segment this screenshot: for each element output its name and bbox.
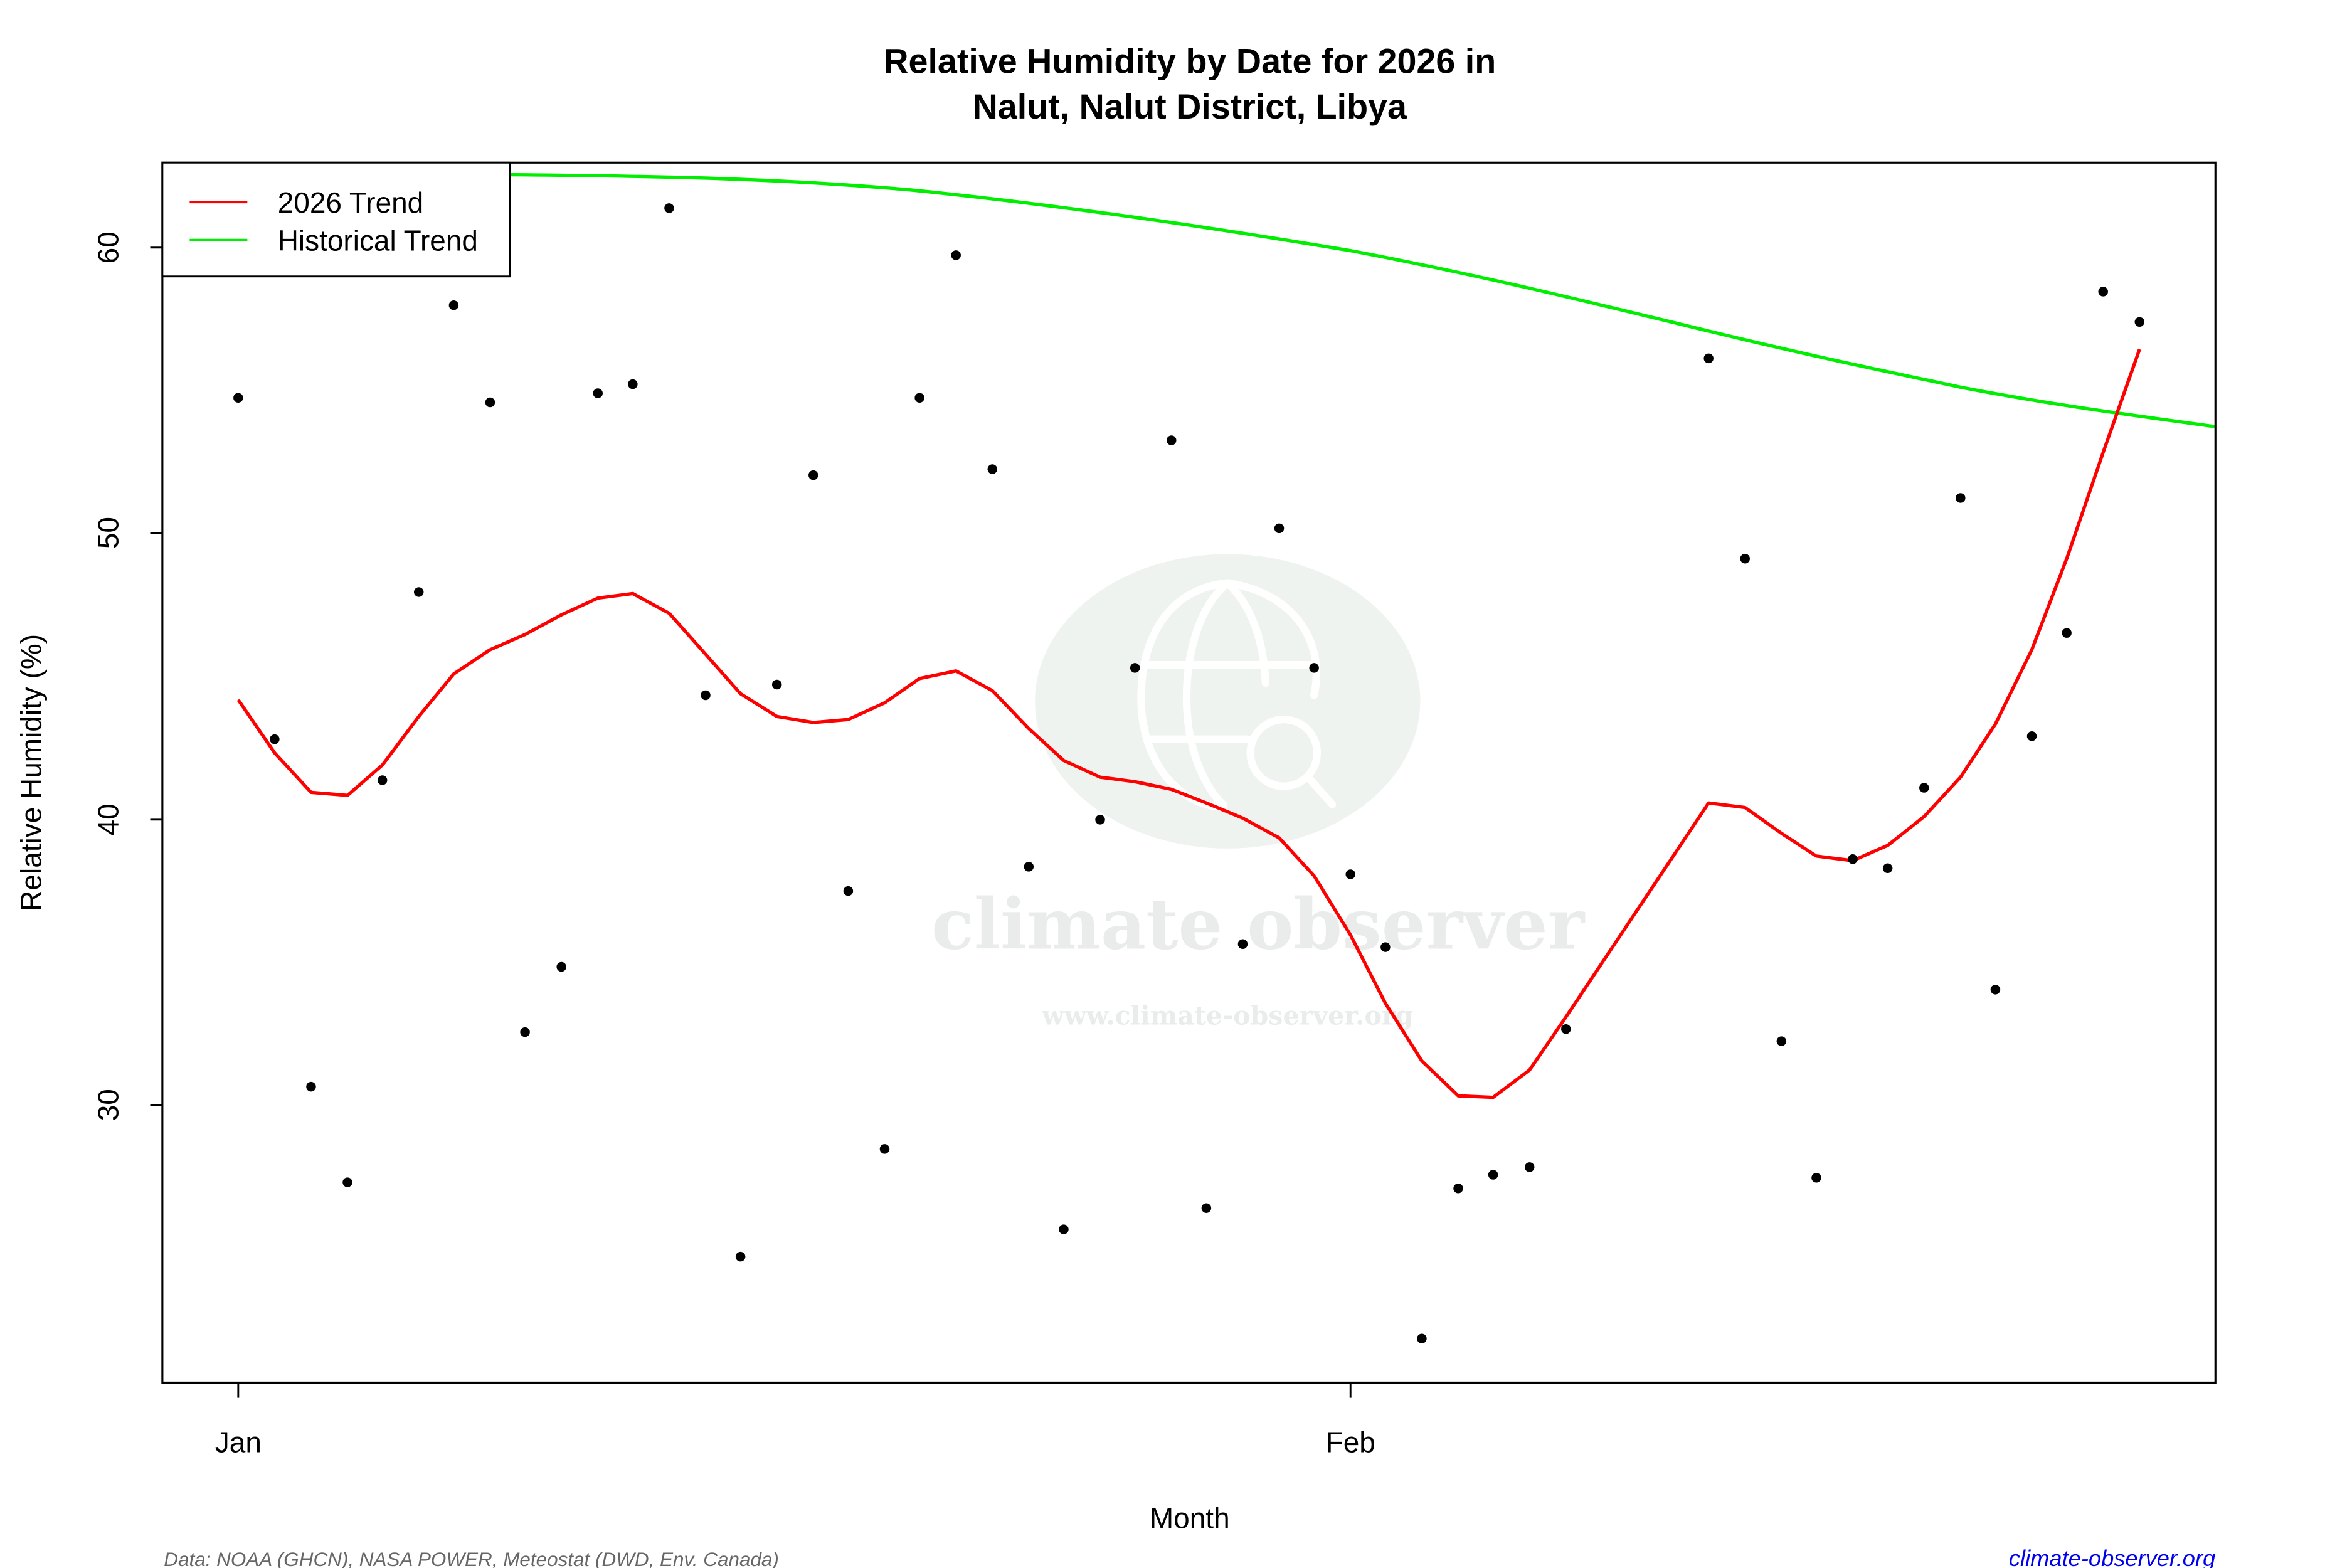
x-tick-jan: Jan — [215, 1426, 262, 1459]
site-link[interactable]: climate-observer.org — [2009, 1545, 2215, 1568]
globe-search-icon — [1137, 579, 1337, 812]
y-tick-50: 50 — [92, 517, 125, 549]
y-axis-label: Relative Humidity (%) — [14, 634, 47, 911]
y-tick-30: 30 — [92, 1089, 125, 1121]
chart-title-line2: Nalut, Nalut District, Libya — [973, 87, 1407, 126]
watermark-name: climate observer — [931, 884, 1586, 966]
watermark: climate observer www.climate-observer.or… — [931, 554, 1586, 1030]
data-source-note: Data: NOAA (GHCN), NASA POWER, Meteostat… — [164, 1549, 779, 1568]
chart-title-line1: Relative Humidity by Date for 2026 in — [883, 42, 1496, 81]
legend-label-2026: 2026 Trend — [278, 186, 424, 219]
y-tick-60: 60 — [92, 231, 125, 263]
watermark-url: www.climate-observer.org — [1041, 1000, 1413, 1030]
legend-label-historical: Historical Trend — [278, 225, 478, 257]
x-axis-label: Month — [1150, 1502, 1230, 1535]
trend-2026-line — [236, 348, 2141, 1099]
plot-frame — [161, 161, 2217, 1384]
legend: 2026 Trend Historical Trend — [161, 161, 511, 278]
x-tick-feb: Feb — [1326, 1426, 1375, 1459]
y-tick-40: 40 — [92, 803, 125, 835]
historical-trend-line — [162, 172, 2216, 428]
y-axis-ticks — [150, 246, 162, 1106]
observation-points — [233, 203, 2145, 1344]
watermark-globe-bg — [1035, 554, 1421, 849]
legend-box — [161, 161, 511, 278]
x-axis-ticks — [237, 1382, 1352, 1398]
